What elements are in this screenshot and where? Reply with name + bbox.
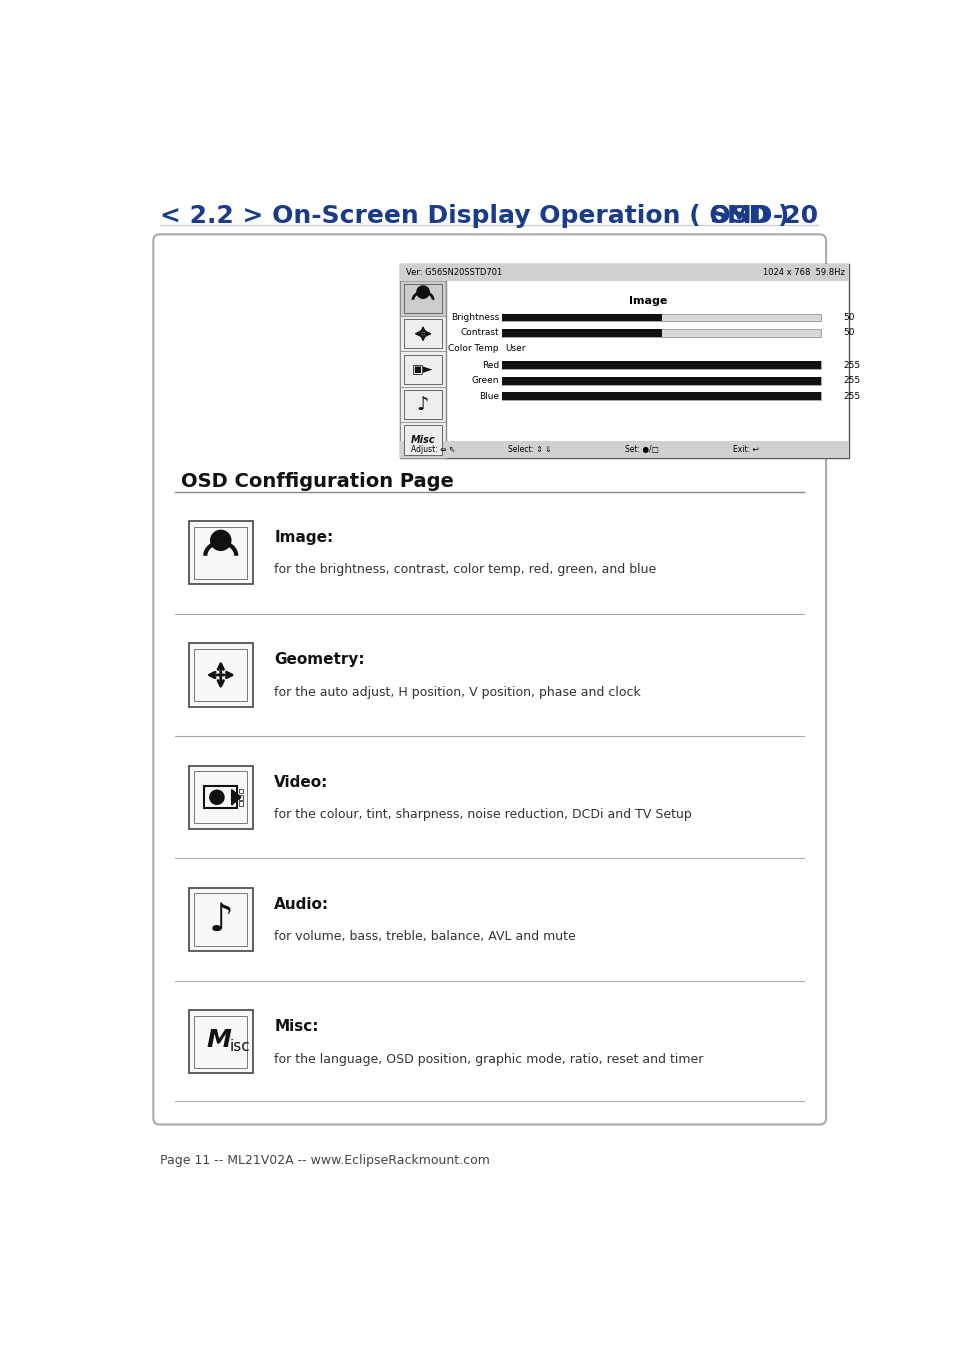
Text: for the auto adjust, H position, V position, phase and clock: for the auto adjust, H position, V posit… <box>274 686 640 699</box>
Bar <box>404 355 441 383</box>
Text: for the language, OSD position, graphic mode, ratio, reset and timer: for the language, OSD position, graphic … <box>274 1053 703 1065</box>
Text: Ver: G56SN20SSTD701: Ver: G56SN20SSTD701 <box>406 267 501 277</box>
Text: Page 11 -- ML21V02A -- www.EclipseRackmount.com: Page 11 -- ML21V02A -- www.EclipseRackmo… <box>159 1154 489 1166</box>
FancyBboxPatch shape <box>153 235 825 1125</box>
Bar <box>189 644 253 706</box>
Text: Green: Green <box>471 377 498 385</box>
Text: M: M <box>207 1029 232 1052</box>
Text: OSD Confﬁguration Page: OSD Confﬁguration Page <box>181 471 454 490</box>
Bar <box>399 440 848 458</box>
Bar <box>501 329 661 336</box>
Text: for the brightness, contrast, color temp, red, green, and blue: for the brightness, contrast, color temp… <box>274 563 656 576</box>
Text: Exit: ↩: Exit: ↩ <box>732 444 759 454</box>
Bar <box>204 787 236 809</box>
Bar <box>501 362 821 369</box>
Text: Select: ⇕ ⇓: Select: ⇕ ⇓ <box>508 444 551 454</box>
Bar <box>194 894 247 946</box>
Circle shape <box>211 531 231 551</box>
Text: Geometry:: Geometry: <box>274 652 364 667</box>
Bar <box>399 387 446 423</box>
Text: Contrast: Contrast <box>460 328 498 338</box>
Text: Set: ●/□: Set: ●/□ <box>624 444 658 454</box>
Text: 50: 50 <box>842 313 854 323</box>
Bar <box>189 888 253 952</box>
Text: Blue: Blue <box>478 392 498 401</box>
Text: ♪: ♪ <box>416 396 429 414</box>
Text: ▣►: ▣► <box>412 363 434 375</box>
Text: SMD-20: SMD-20 <box>708 204 818 228</box>
Text: User: User <box>505 344 525 352</box>
Bar <box>501 313 821 321</box>
Bar <box>404 319 441 348</box>
Bar <box>189 765 253 829</box>
Bar <box>501 393 821 400</box>
Text: 255: 255 <box>842 360 860 370</box>
Text: 1024 x 768  59.8Hz: 1024 x 768 59.8Hz <box>762 267 843 277</box>
Text: Red: Red <box>481 360 498 370</box>
Bar <box>238 795 243 799</box>
Text: Adjust: ⇔ ⇖: Adjust: ⇔ ⇖ <box>411 444 456 454</box>
Text: isc: isc <box>230 1040 251 1054</box>
Text: Misc:: Misc: <box>274 1019 318 1034</box>
Bar <box>189 521 253 585</box>
Bar <box>238 788 243 794</box>
Text: < 2.2 > On-Screen Display Operation ( OSD ): < 2.2 > On-Screen Display Operation ( OS… <box>159 204 788 228</box>
Bar <box>404 390 441 420</box>
Text: Misc: Misc <box>411 435 435 446</box>
Bar <box>194 1015 247 1068</box>
Bar <box>399 423 446 458</box>
Text: Image:: Image: <box>274 531 334 545</box>
Bar <box>194 649 247 701</box>
Bar <box>501 313 661 321</box>
Bar <box>501 377 821 385</box>
Text: Video:: Video: <box>274 775 328 790</box>
Bar <box>194 526 247 579</box>
Bar <box>194 771 247 824</box>
Bar <box>501 362 821 369</box>
Text: ♪: ♪ <box>208 900 233 938</box>
Text: 50: 50 <box>842 328 854 338</box>
Text: Audio:: Audio: <box>274 896 329 911</box>
Bar <box>404 425 441 455</box>
Text: Brightness: Brightness <box>450 313 498 323</box>
Bar <box>501 393 821 400</box>
Text: for volume, bass, treble, balance, AVL and mute: for volume, bass, treble, balance, AVL a… <box>274 930 576 944</box>
Polygon shape <box>232 790 241 805</box>
Bar <box>404 284 441 313</box>
Bar <box>399 281 446 316</box>
Circle shape <box>416 286 429 298</box>
Bar <box>238 801 243 806</box>
Bar <box>501 377 821 385</box>
Bar <box>399 316 446 351</box>
Text: 255: 255 <box>842 377 860 385</box>
Bar <box>399 263 848 281</box>
Text: 255: 255 <box>842 392 860 401</box>
Bar <box>399 263 848 458</box>
Bar <box>501 329 821 336</box>
Text: Image: Image <box>628 296 666 305</box>
Text: for the colour, tint, sharpness, noise reduction, DCDi and TV Setup: for the colour, tint, sharpness, noise r… <box>274 809 691 821</box>
Bar <box>189 1010 253 1073</box>
Text: Color Temp: Color Temp <box>448 344 498 352</box>
Bar <box>399 351 446 387</box>
Circle shape <box>210 790 224 805</box>
